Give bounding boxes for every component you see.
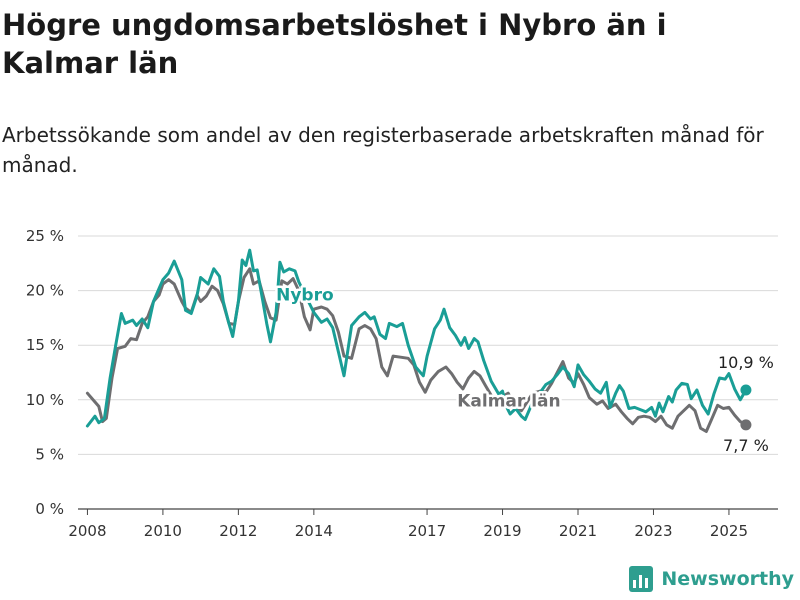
- chart-title: Högre ungdomsarbetslöshet i Nybro än i K…: [2, 8, 667, 80]
- series-line-nybro: [85, 248, 748, 428]
- series-end-point: [740, 384, 752, 396]
- series-lines: [85, 248, 752, 433]
- x-tick-label: 2014: [295, 522, 333, 540]
- newsworthy-logo-icon: [629, 566, 654, 592]
- x-tick-label: 2023: [634, 522, 672, 540]
- y-tick-label: 15 %: [26, 336, 64, 354]
- end-value-label-kalmar-lan: 7,7 %: [723, 436, 769, 455]
- grid-lines: [78, 235, 778, 510]
- series-end-point: [740, 419, 752, 431]
- x-axis-ticks: 2008 2010 2012 2014 2017 2019 2021 2023 2025: [68, 509, 748, 540]
- series-label-nybro: Nybro: [276, 285, 334, 305]
- y-tick-label: 25 %: [26, 227, 64, 245]
- x-tick-label: 2010: [144, 522, 182, 540]
- y-axis-ticks: 0 % 5 % 10 % 15 % 20 % 25 %: [26, 227, 64, 518]
- end-value-label-nybro: 10,9 %: [718, 353, 774, 372]
- series-label-kalmar-lan: Kalmar län: [457, 391, 560, 411]
- x-tick-label: 2019: [483, 522, 521, 540]
- chart-subtitle: Arbetssökande som andel av den registerb…: [2, 123, 764, 177]
- brand-name: Newsworthy: [661, 568, 794, 590]
- series-labels: Nybro Kalmar län 10,9 % 7,7 %: [274, 283, 774, 455]
- x-tick-label: 2017: [408, 522, 446, 540]
- x-tick-label: 2008: [68, 522, 106, 540]
- x-tick-label: 2021: [559, 522, 597, 540]
- y-tick-label: 10 %: [26, 391, 64, 409]
- series-line-kalmar-lan: [85, 267, 748, 433]
- y-tick-label: 20 %: [26, 282, 64, 300]
- y-tick-label: 0 %: [35, 500, 64, 518]
- x-tick-label: 2025: [710, 522, 748, 540]
- newsworthy-logo: Newsworthy: [629, 566, 794, 592]
- y-tick-label: 5 %: [35, 445, 64, 463]
- x-tick-label: 2012: [219, 522, 257, 540]
